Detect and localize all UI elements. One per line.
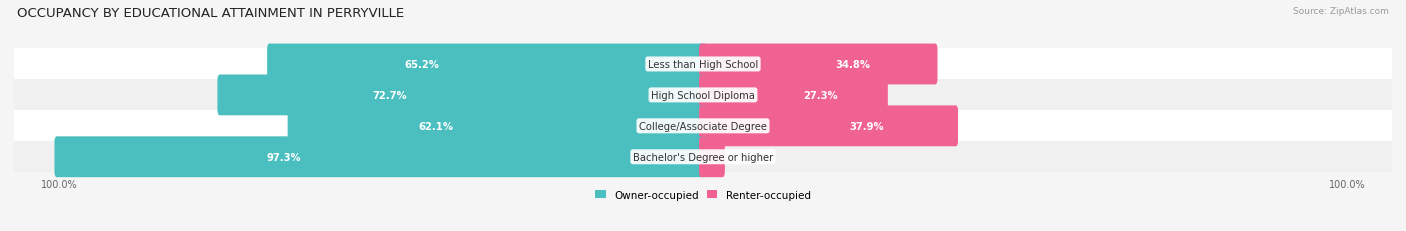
Text: 97.3%: 97.3% <box>267 152 301 162</box>
Bar <box>14 142 1392 173</box>
Text: 37.9%: 37.9% <box>849 121 883 131</box>
Text: High School Diploma: High School Diploma <box>651 91 755 100</box>
FancyBboxPatch shape <box>699 44 938 85</box>
Text: 2.7%: 2.7% <box>741 152 769 162</box>
Bar <box>14 80 1392 111</box>
Text: 62.1%: 62.1% <box>418 121 453 131</box>
Text: Less than High School: Less than High School <box>648 60 758 70</box>
Text: 100.0%: 100.0% <box>41 179 77 189</box>
FancyBboxPatch shape <box>699 106 957 147</box>
Legend: Owner-occupied, Renter-occupied: Owner-occupied, Renter-occupied <box>595 190 811 200</box>
FancyBboxPatch shape <box>699 137 725 177</box>
FancyBboxPatch shape <box>55 137 707 177</box>
FancyBboxPatch shape <box>218 75 707 116</box>
FancyBboxPatch shape <box>699 75 887 116</box>
Text: OCCUPANCY BY EDUCATIONAL ATTAINMENT IN PERRYVILLE: OCCUPANCY BY EDUCATIONAL ATTAINMENT IN P… <box>17 7 404 20</box>
Bar <box>14 111 1392 142</box>
Text: 65.2%: 65.2% <box>405 60 440 70</box>
Text: 27.3%: 27.3% <box>803 91 838 100</box>
Text: College/Associate Degree: College/Associate Degree <box>638 121 768 131</box>
FancyBboxPatch shape <box>267 44 707 85</box>
Text: Bachelor's Degree or higher: Bachelor's Degree or higher <box>633 152 773 162</box>
FancyBboxPatch shape <box>288 106 707 147</box>
Text: 34.8%: 34.8% <box>835 60 870 70</box>
Text: 72.7%: 72.7% <box>373 91 408 100</box>
Text: Source: ZipAtlas.com: Source: ZipAtlas.com <box>1294 7 1389 16</box>
Text: 100.0%: 100.0% <box>1329 179 1365 189</box>
Bar <box>14 49 1392 80</box>
